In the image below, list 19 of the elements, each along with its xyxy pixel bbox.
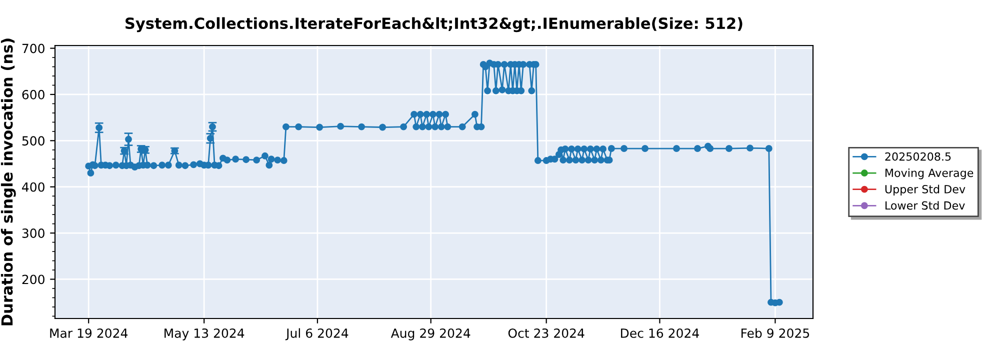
y-axis-title: Duration of single invocation (ns) bbox=[0, 38, 16, 326]
x-tick-label: Dec 16 2024 bbox=[621, 328, 699, 338]
y-tick-label: 500 bbox=[22, 136, 44, 146]
x-tick-label: Mar 19 2024 bbox=[50, 328, 128, 338]
x-tick-label: Aug 29 2024 bbox=[390, 328, 470, 340]
y-tick-label: 700 bbox=[22, 44, 44, 54]
legend-label: 20250208.5 bbox=[885, 152, 951, 161]
chart-title: System.Collections.IterateForEach&lt;Int32&gt;.IEnumerable(Size: 512) bbox=[126, 17, 742, 32]
legend-label: Moving Average bbox=[886, 168, 974, 180]
x-tick-label: May 13 2024 bbox=[164, 328, 244, 340]
x-tick-label: Jul 6 2024 bbox=[285, 328, 348, 340]
y-tick-label: 400 bbox=[22, 182, 44, 192]
legend-label: Upper Std Dev bbox=[885, 184, 966, 196]
y-tick-label: 600 bbox=[22, 90, 44, 100]
legend-label: Lower Std Dev bbox=[886, 201, 965, 210]
y-tick-label: 200 bbox=[22, 274, 44, 284]
x-tick-label: Feb 9 2025 bbox=[742, 328, 810, 338]
y-tick-label: 300 bbox=[22, 228, 44, 238]
x-tick-label: Oct 23 2024 bbox=[508, 328, 584, 338]
